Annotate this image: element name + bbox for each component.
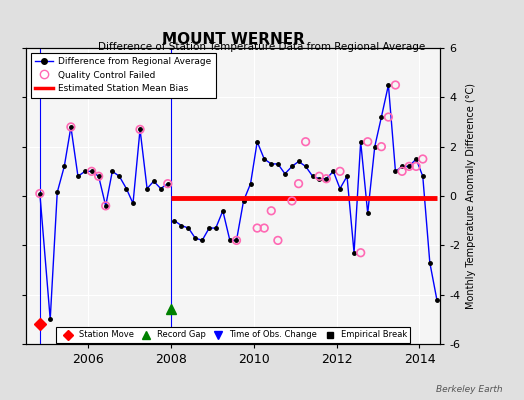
Title: MOUNT WERNER: MOUNT WERNER xyxy=(162,32,304,47)
Point xyxy=(136,126,144,132)
Point xyxy=(356,250,365,256)
Point xyxy=(232,237,241,244)
Point xyxy=(36,190,44,197)
Point xyxy=(88,168,96,174)
Point xyxy=(322,176,331,182)
Point xyxy=(253,225,261,231)
Text: Berkeley Earth: Berkeley Earth xyxy=(436,385,503,394)
Point xyxy=(301,138,310,145)
Point xyxy=(294,180,303,187)
Point xyxy=(163,180,172,187)
Point xyxy=(391,82,400,88)
Point xyxy=(412,163,420,170)
Point xyxy=(260,225,268,231)
Point xyxy=(288,198,296,204)
Point xyxy=(377,144,386,150)
Point xyxy=(267,208,276,214)
Point xyxy=(364,138,372,145)
Point xyxy=(419,156,427,162)
Point xyxy=(315,173,323,180)
Text: Difference of Station Temperature Data from Regional Average: Difference of Station Temperature Data f… xyxy=(99,42,425,52)
Point xyxy=(384,114,392,120)
Legend: Station Move, Record Gap, Time of Obs. Change, Empirical Break: Station Move, Record Gap, Time of Obs. C… xyxy=(56,327,410,343)
Point xyxy=(398,168,406,174)
Point xyxy=(67,124,75,130)
Point xyxy=(102,203,110,209)
Y-axis label: Monthly Temperature Anomaly Difference (°C): Monthly Temperature Anomaly Difference (… xyxy=(466,83,476,309)
Point xyxy=(405,163,413,170)
Point xyxy=(336,168,344,174)
Point xyxy=(94,173,103,180)
Point xyxy=(274,237,282,244)
